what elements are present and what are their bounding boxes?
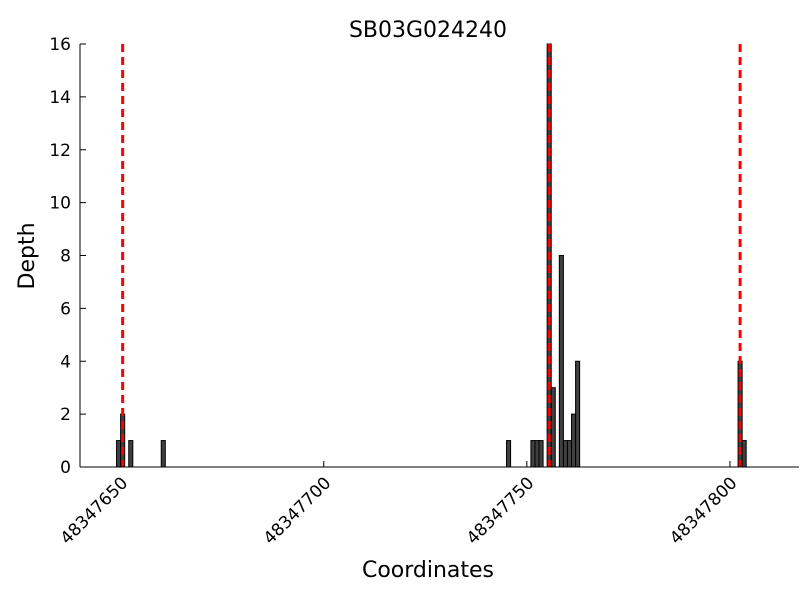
y-tick-label: 10 bbox=[49, 194, 71, 214]
bar bbox=[534, 440, 540, 468]
y-tick-label: 6 bbox=[60, 299, 71, 319]
y-tick-label: 8 bbox=[60, 247, 71, 267]
bar bbox=[571, 413, 577, 468]
y-axis-label: Depth bbox=[15, 222, 40, 289]
bar bbox=[562, 440, 568, 468]
x-tick-label: 48347700 bbox=[260, 473, 335, 548]
y-tick-label: 14 bbox=[49, 88, 71, 108]
bar bbox=[506, 440, 512, 468]
bar bbox=[575, 360, 581, 468]
bar bbox=[116, 440, 122, 468]
bar bbox=[566, 440, 573, 468]
bar bbox=[160, 440, 166, 468]
x-tick-label: 48347650 bbox=[57, 473, 132, 548]
bar bbox=[538, 440, 544, 468]
y-tick-label: 0 bbox=[60, 458, 71, 478]
y-tick-label: 2 bbox=[60, 405, 71, 425]
bar bbox=[550, 387, 556, 468]
bar bbox=[128, 440, 134, 468]
x-tick-label: 48347750 bbox=[463, 473, 538, 548]
y-tick-label: 12 bbox=[49, 141, 71, 161]
y-tick-label: 4 bbox=[60, 352, 71, 372]
x-axis-label: Coordinates bbox=[362, 558, 494, 583]
y-tick-label: 16 bbox=[49, 35, 71, 55]
bar bbox=[741, 440, 747, 468]
bar bbox=[530, 440, 536, 468]
bar bbox=[558, 255, 564, 468]
x-tick-label: 48347800 bbox=[666, 473, 741, 548]
chart-title: SB03G024240 bbox=[349, 18, 507, 43]
